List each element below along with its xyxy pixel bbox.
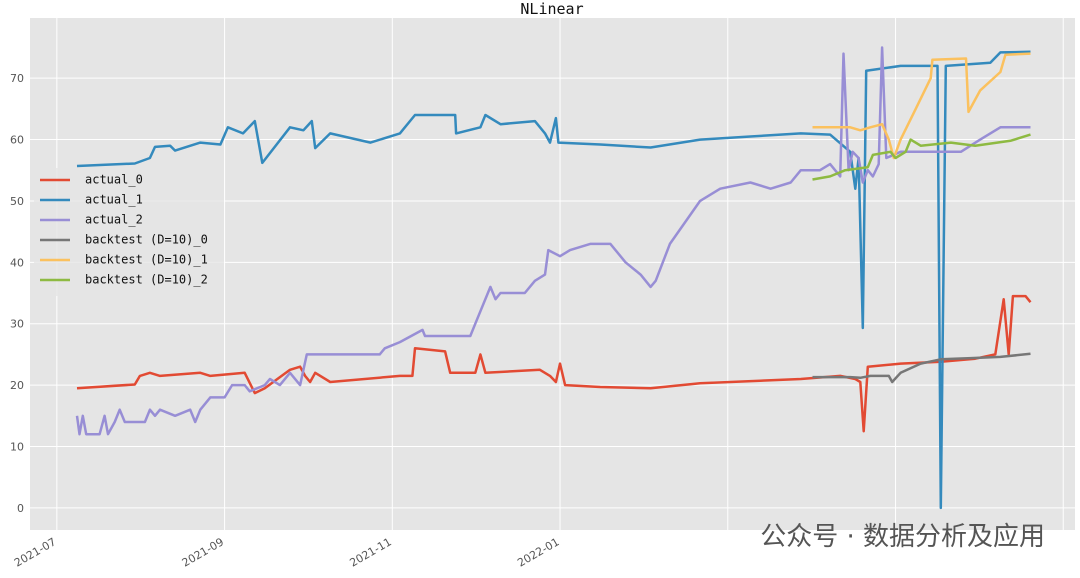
y-tick-label: 20: [10, 379, 24, 392]
y-tick-label: 50: [10, 195, 24, 208]
y-tick-label: 30: [10, 318, 24, 331]
legend-label: actual_2: [85, 213, 143, 227]
series-line: [812, 52, 1031, 160]
series-line: [812, 133, 1031, 181]
legend-label: actual_1: [85, 193, 143, 207]
chart-title: NLinear: [520, 0, 583, 18]
legend-label: actual_0: [85, 173, 143, 187]
series-line: [76, 294, 1032, 433]
y-tick-label: 0: [17, 502, 24, 515]
y-tick-label: 10: [10, 441, 24, 454]
legend-box: [34, 168, 224, 296]
y-tick-label: 70: [10, 72, 24, 85]
x-tick-label: 2021-09: [180, 535, 226, 569]
y-tick-label: 40: [10, 256, 24, 269]
series-line: [76, 50, 1031, 510]
series-line: [812, 352, 1031, 384]
series-line: [75, 46, 1031, 436]
y-tick-label: 60: [10, 134, 24, 147]
legend-label: backtest (D=10)_1: [85, 253, 208, 267]
x-tick-label: 2022-01: [515, 535, 561, 569]
x-tick-label: 2021-11: [348, 535, 394, 569]
watermark: 公众号 · 数据分析及应用: [760, 522, 1045, 552]
legend-label: backtest (D=10)_0: [85, 233, 208, 247]
legend-label: backtest (D=10)_2: [85, 273, 208, 287]
x-tick-label: 2021-07: [12, 535, 58, 569]
